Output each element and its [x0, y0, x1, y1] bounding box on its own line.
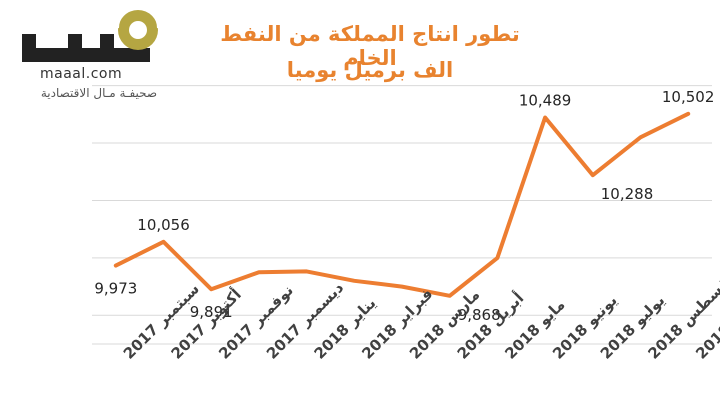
data-point-9 — [543, 116, 547, 120]
logo-url: maaal.com — [40, 66, 123, 82]
data-label-9: 10,489 — [519, 92, 572, 110]
data-point-7 — [448, 294, 452, 298]
data-label-2: 9,891 — [190, 303, 233, 321]
data-point-11 — [638, 135, 642, 139]
maaal-logo — [22, 7, 159, 62]
chart-subtitle: الف برميل يوميا — [286, 58, 454, 82]
logo-circle-hole — [129, 21, 147, 39]
chart-title: تطور انتاج المملكة من النفط الخام — [220, 22, 520, 70]
data-labels: 9,973 10,056 9,891 9,868 10,489 10,288 10,502 — [94, 88, 714, 324]
data-label-0: 9,973 — [94, 280, 137, 298]
series-line — [113, 111, 691, 298]
logo-base-right — [114, 48, 150, 62]
data-point-3 — [257, 270, 261, 274]
data-point-8 — [495, 256, 499, 260]
series-line-layer — [113, 111, 691, 298]
data-point-0 — [114, 264, 118, 268]
logo-bar-3 — [100, 34, 114, 62]
data-point-1 — [162, 240, 166, 244]
data-label-1: 10,056 — [137, 216, 190, 234]
logo-circle-rim — [117, 7, 159, 29]
data-label-7: 9,868 — [458, 306, 501, 324]
logo-tagline: صحيفـة مـال الاقتصادية — [40, 86, 158, 100]
data-point-4 — [305, 269, 309, 273]
data-label-10: 10,288 — [601, 185, 654, 203]
data-point-5 — [352, 279, 356, 283]
data-point-10 — [591, 173, 595, 177]
data-label-12: 10,502 — [662, 88, 715, 106]
data-point-12 — [686, 112, 690, 116]
data-point-2 — [209, 287, 213, 291]
logo-bar-2 — [68, 34, 82, 62]
data-point-6 — [400, 285, 404, 289]
gridlines — [92, 85, 712, 345]
